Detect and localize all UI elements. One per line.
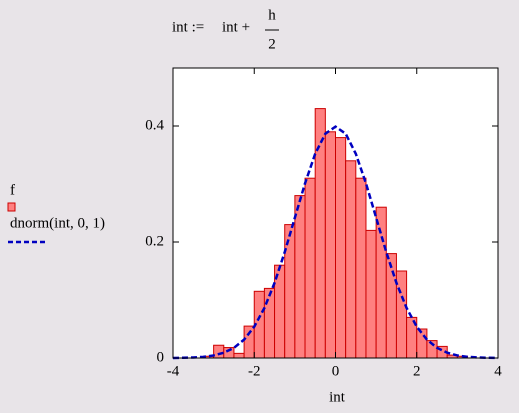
- bar: [385, 253, 397, 359]
- x-tick-label: 0: [332, 363, 340, 379]
- bar: [294, 195, 306, 359]
- bar: [345, 160, 357, 359]
- x-axis-label: int: [329, 389, 346, 405]
- bar: [243, 325, 255, 359]
- legend-label: f: [10, 182, 15, 198]
- bar: [365, 229, 377, 359]
- bar: [233, 352, 245, 359]
- formula-denominator: 2: [268, 36, 276, 52]
- bar: [355, 177, 367, 359]
- formula-lhs: int :=: [172, 19, 204, 35]
- formula-rhs: int +: [222, 19, 250, 35]
- bar: [416, 328, 428, 359]
- bar: [335, 137, 347, 359]
- bar: [375, 206, 387, 359]
- curve: [172, 125, 499, 360]
- y-tick-label: 0: [157, 349, 165, 365]
- x-tick-label: 2: [413, 363, 421, 379]
- legend-swatch: [7, 202, 16, 212]
- legend-label: dnorm(int, 0, 1): [10, 215, 105, 231]
- x-tick-label: 4: [494, 363, 502, 379]
- bar: [324, 131, 336, 359]
- bar: [213, 344, 225, 359]
- bar: [304, 177, 316, 359]
- x-tick-label: -2: [248, 363, 261, 379]
- y-tick-label: 0.4: [145, 117, 164, 133]
- y-tick-label: 0.2: [145, 233, 164, 249]
- bar: [263, 287, 276, 359]
- formula-numerator: h: [268, 7, 276, 23]
- x-tick-label: -4: [167, 363, 180, 379]
